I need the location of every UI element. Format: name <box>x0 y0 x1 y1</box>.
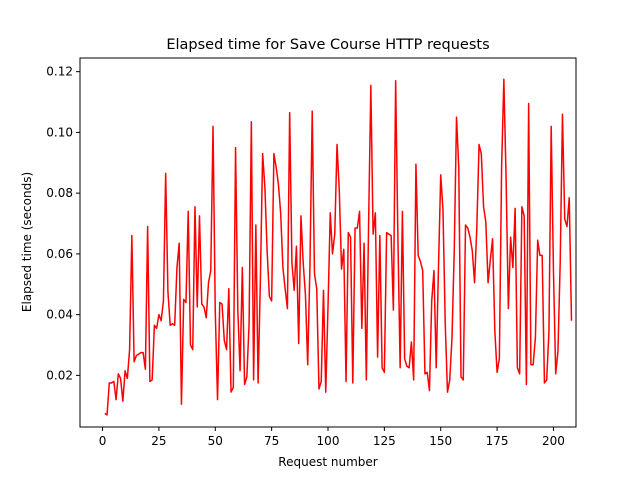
x-tick-label: 175 <box>486 434 509 448</box>
y-axis-label: Elapsed time (seconds) <box>20 172 34 312</box>
y-tick-label: 0.06 <box>46 247 73 261</box>
x-tick-label: 200 <box>542 434 565 448</box>
x-tick-label: 25 <box>151 434 166 448</box>
x-tick-label: 0 <box>99 434 107 448</box>
x-tick-label: 75 <box>264 434 279 448</box>
y-tick-label: 0.12 <box>46 65 73 79</box>
x-axis-ticks: 0 25 50 75 100 125 150 175 200 <box>99 427 565 448</box>
x-tick-label: 50 <box>208 434 223 448</box>
y-tick-label: 0.08 <box>46 186 73 200</box>
y-axis-ticks: 0.02 0.04 0.06 0.08 0.10 0.12 <box>46 65 80 382</box>
chart-title: Elapsed time for Save Course HTTP reques… <box>166 37 489 53</box>
y-tick-label: 0.04 <box>46 308 73 322</box>
y-tick-label: 0.02 <box>46 368 73 382</box>
series-line-elapsed-time <box>104 78 573 416</box>
x-axis-label: Request number <box>278 455 377 469</box>
x-tick-label: 125 <box>373 434 396 448</box>
y-tick-label: 0.10 <box>46 125 73 139</box>
x-tick-label: 150 <box>429 434 452 448</box>
x-tick-label: 100 <box>317 434 340 448</box>
